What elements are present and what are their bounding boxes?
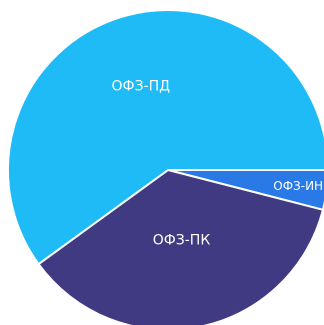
pie-labels: ОФЗ-ИН ОФЗ-ПК ОФЗ-ПД xyxy=(112,78,324,248)
label-ofz-in: ОФЗ-ИН xyxy=(273,179,323,193)
pie-slices xyxy=(7,9,324,325)
slice-ofz-pk xyxy=(37,169,324,325)
slice-ofz-pd xyxy=(7,9,324,266)
label-ofz-pk: ОФЗ-ПК xyxy=(153,233,211,249)
label-ofz-pd: ОФЗ-ПД xyxy=(112,78,171,94)
